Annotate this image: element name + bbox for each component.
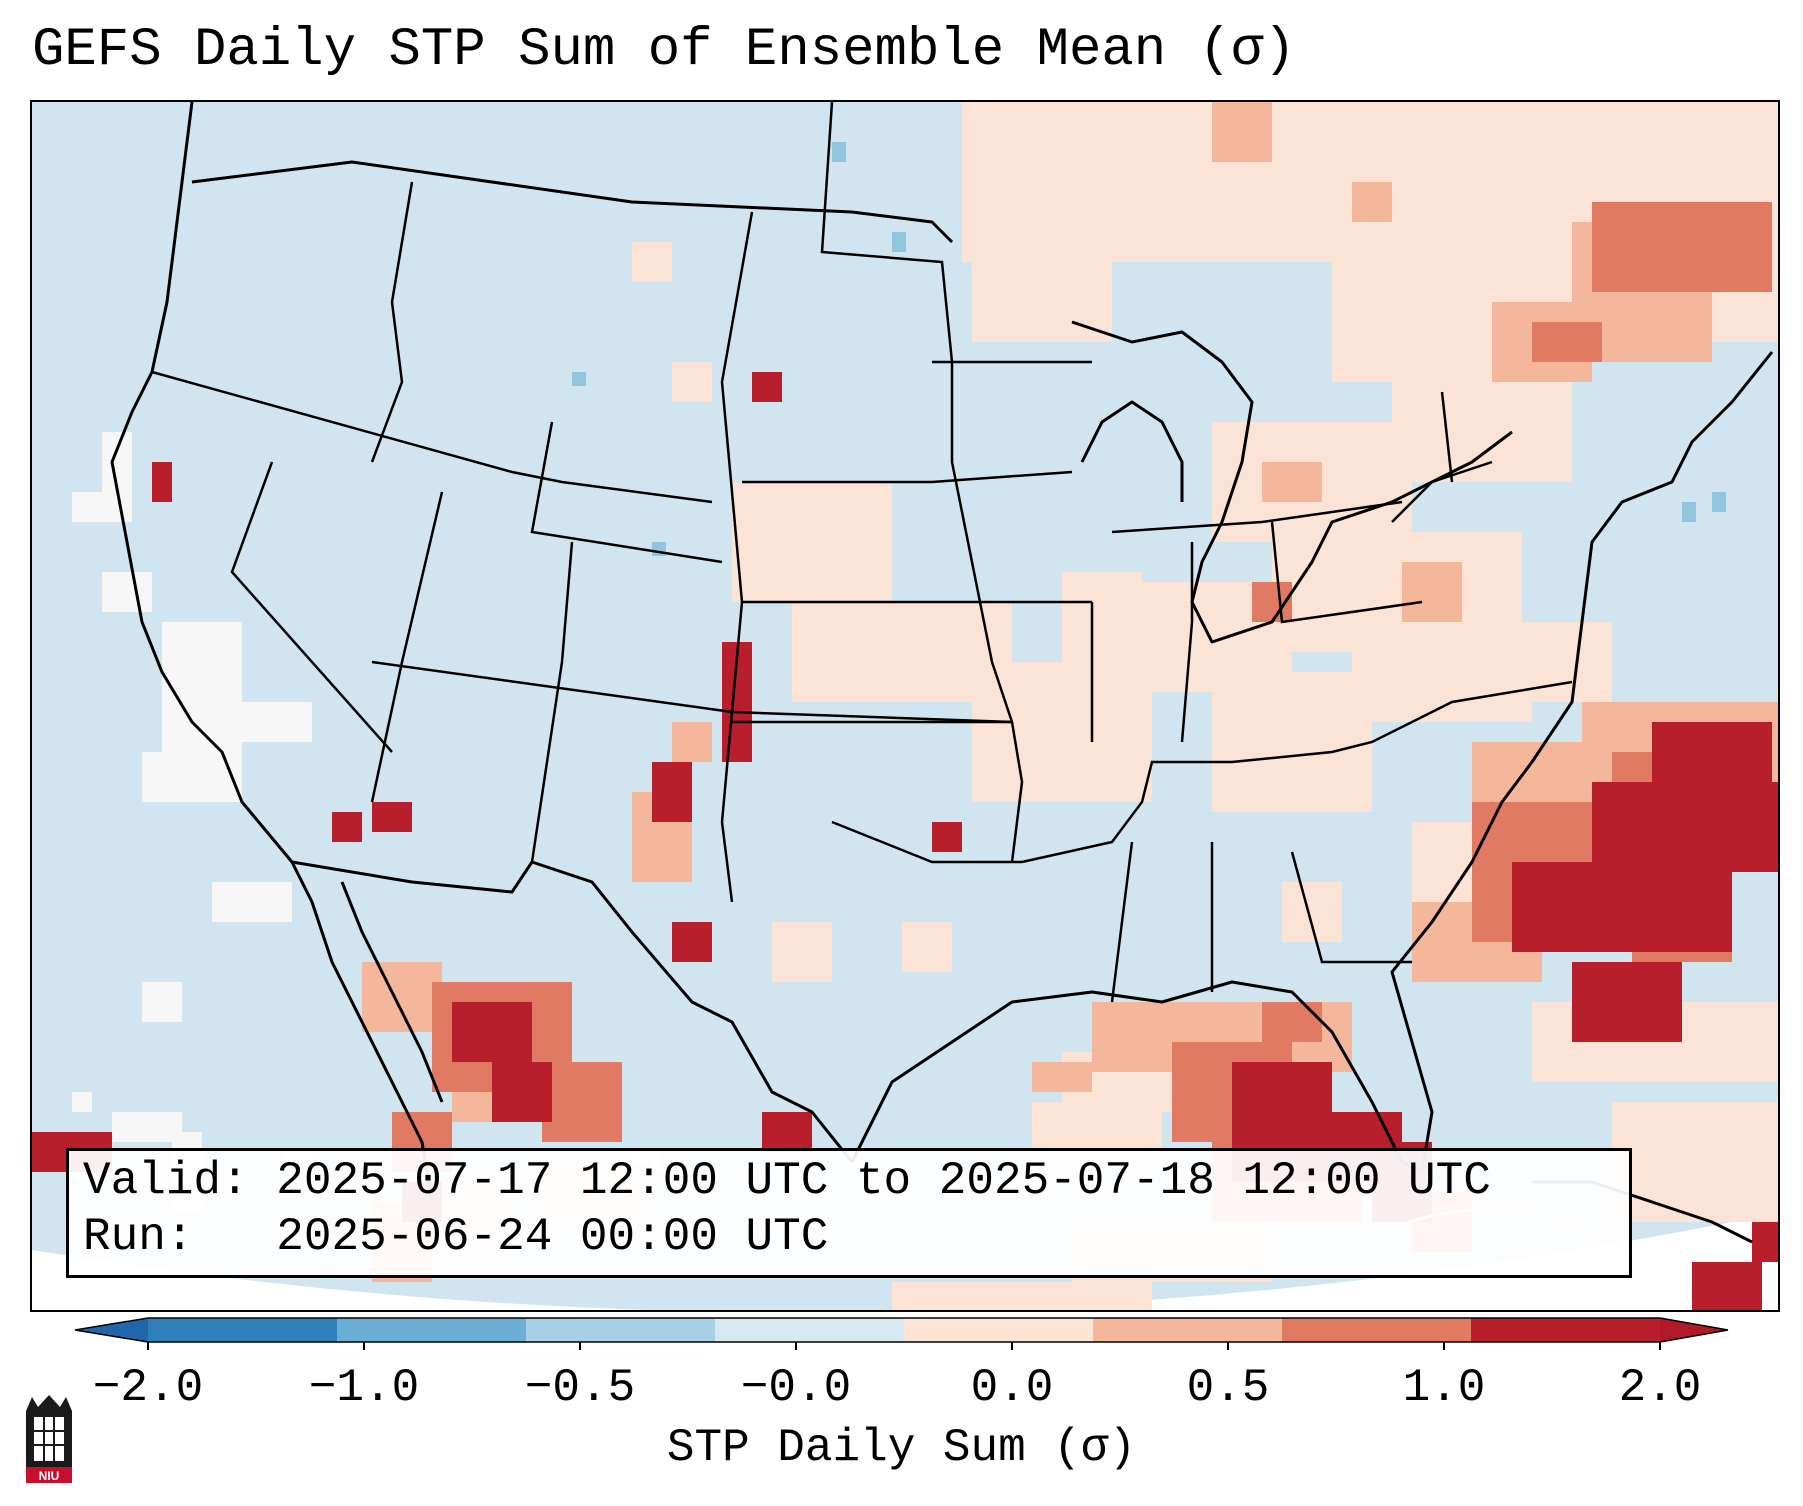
colorbar-segment xyxy=(1093,1318,1283,1342)
colorbar-outline xyxy=(74,1317,1729,1343)
map-frame xyxy=(30,100,1780,1312)
colorbar-tick-label: 0.5 xyxy=(1186,1362,1270,1414)
chart-title: GEFS Daily STP Sum of Ensemble Mean (σ) xyxy=(32,20,1296,81)
colorbar-segment xyxy=(1471,1318,1661,1342)
run-label: Run: xyxy=(83,1211,194,1263)
svg-text:NIU: NIU xyxy=(39,1469,60,1483)
run-row: Run: 2025-06-24 00:00 UTC xyxy=(83,1209,1615,1265)
stp-map xyxy=(32,102,1778,1310)
colorbar-segment xyxy=(337,1318,527,1342)
colorbar-segment xyxy=(1282,1318,1472,1342)
projection-edge xyxy=(32,1212,1778,1310)
colorbar-over-extension xyxy=(1660,1318,1728,1342)
run-value: 2025-06-24 00:00 UTC xyxy=(276,1211,829,1263)
colorbar xyxy=(74,1317,1729,1350)
colorbar-segment xyxy=(148,1318,338,1342)
colorbar-ticks xyxy=(74,1317,1729,1350)
colorbar-tick-label: −0.0 xyxy=(740,1362,852,1414)
colorbar-tick-label: −1.0 xyxy=(308,1362,420,1414)
info-box: Valid: 2025-07-17 12:00 UTC to 2025-07-1… xyxy=(66,1148,1632,1278)
valid-row: Valid: 2025-07-17 12:00 UTC to 2025-07-1… xyxy=(83,1153,1615,1209)
positive-extreme-patches xyxy=(32,372,1778,1310)
colorbar-segment xyxy=(904,1318,1094,1342)
colorbar-tick-label: 0.0 xyxy=(970,1362,1054,1414)
colorbar-tick-label: 1.0 xyxy=(1402,1362,1486,1414)
colorbar-tick-label: 2.0 xyxy=(1618,1362,1702,1414)
state-borders xyxy=(151,102,1573,1003)
niu-logo: NIU xyxy=(26,1395,72,1483)
colorbar-under-extension xyxy=(75,1318,148,1342)
colorbar-segment xyxy=(715,1318,905,1342)
colorbar-segment xyxy=(526,1318,716,1342)
valid-label: Valid: xyxy=(83,1155,249,1207)
valid-value: 2025-07-17 12:00 UTC to 2025-07-18 12:00… xyxy=(276,1155,1491,1207)
colorbar-tick-label: −0.5 xyxy=(524,1362,636,1414)
colorbar-tick-label: −2.0 xyxy=(92,1362,204,1414)
colorbar-segments xyxy=(148,1318,1661,1342)
colorbar-label: STP Daily Sum (σ) xyxy=(666,1422,1137,1474)
